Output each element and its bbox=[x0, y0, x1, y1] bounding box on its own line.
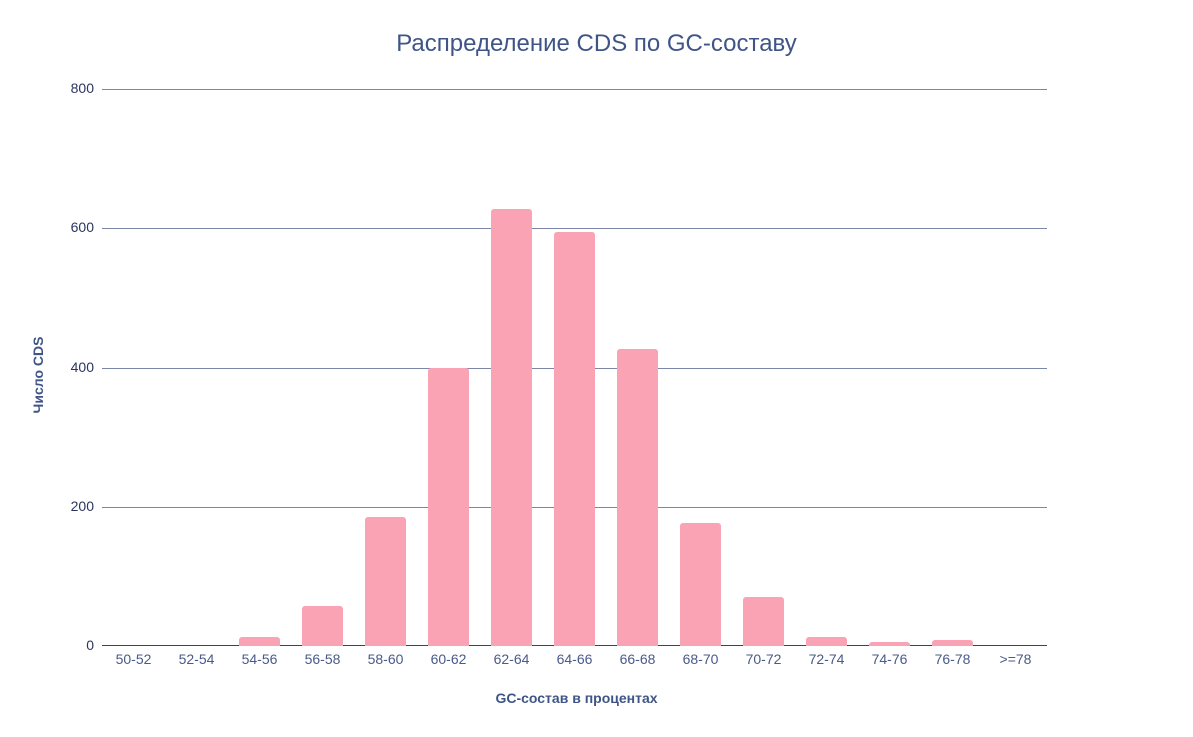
x-tick-label: 64-66 bbox=[556, 651, 593, 667]
x-tick-label: 66-68 bbox=[619, 651, 656, 667]
y-tick-label: 200 bbox=[70, 497, 94, 514]
x-tick-label: 76-78 bbox=[934, 651, 971, 667]
bar-56-58[interactable] bbox=[302, 606, 343, 646]
gridline bbox=[102, 89, 1047, 90]
bar-64-66[interactable] bbox=[554, 231, 595, 646]
x-tick-label: 58-60 bbox=[367, 651, 404, 667]
bar-62-64[interactable] bbox=[491, 208, 532, 646]
bar-66-68[interactable] bbox=[617, 348, 658, 646]
gridline bbox=[102, 228, 1047, 230]
bar-76-78[interactable] bbox=[932, 640, 973, 646]
y-tick-label: 800 bbox=[70, 80, 94, 96]
x-tick-label: 62-64 bbox=[493, 651, 530, 667]
bar-72-74[interactable] bbox=[806, 636, 847, 646]
bar-60-62[interactable] bbox=[428, 367, 469, 646]
bar-70-72[interactable] bbox=[743, 597, 784, 646]
x-tick-label: 68-70 bbox=[682, 651, 719, 667]
bar-68-70[interactable] bbox=[680, 522, 721, 646]
chart-title: Распределение CDS по GC-составу bbox=[396, 30, 797, 57]
x-tick-label: 52-54 bbox=[178, 651, 215, 667]
bar-54-56[interactable] bbox=[239, 636, 280, 646]
x-tick-label: 74-76 bbox=[871, 651, 908, 667]
x-tick-label: >=78 bbox=[999, 651, 1032, 667]
bar-58-60[interactable] bbox=[365, 517, 406, 646]
x-tick-label: 60-62 bbox=[430, 651, 467, 667]
x-tick-label: 70-72 bbox=[745, 651, 782, 667]
x-tick-label: 54-56 bbox=[241, 651, 278, 667]
plot-area bbox=[102, 89, 1047, 646]
y-axis-label: Число CDS bbox=[30, 336, 46, 414]
bar-74-76[interactable] bbox=[869, 641, 910, 646]
x-tick-label: 56-58 bbox=[304, 651, 341, 667]
x-tick-label: 50-52 bbox=[115, 651, 152, 667]
x-axis-label: GC-состав в процентах bbox=[495, 690, 658, 706]
y-tick-label: 600 bbox=[70, 219, 94, 236]
y-tick-label: 0 bbox=[86, 637, 94, 653]
x-tick-label: 72-74 bbox=[808, 651, 845, 667]
y-tick-label: 400 bbox=[70, 358, 94, 375]
